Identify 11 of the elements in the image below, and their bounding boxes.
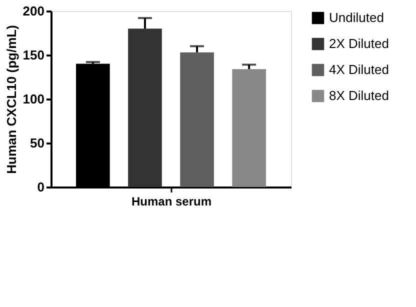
y-tick-label: 0 [37, 180, 44, 194]
y-tick-label: 100 [22, 92, 44, 106]
y-tick-label: 150 [22, 48, 44, 62]
legend-label: 2X Diluted [329, 36, 389, 51]
legend-label: Undiluted [329, 10, 384, 25]
x-axis-title: Human serum [131, 194, 212, 208]
legend-label: 8X Diluted [329, 88, 389, 103]
y-tick-label: 50 [30, 136, 44, 150]
y-tick-label: 200 [22, 4, 44, 18]
y-axis-title: Human CXCL10 (pg/mL) [4, 25, 19, 174]
legend-label: 4X Diluted [329, 62, 389, 77]
